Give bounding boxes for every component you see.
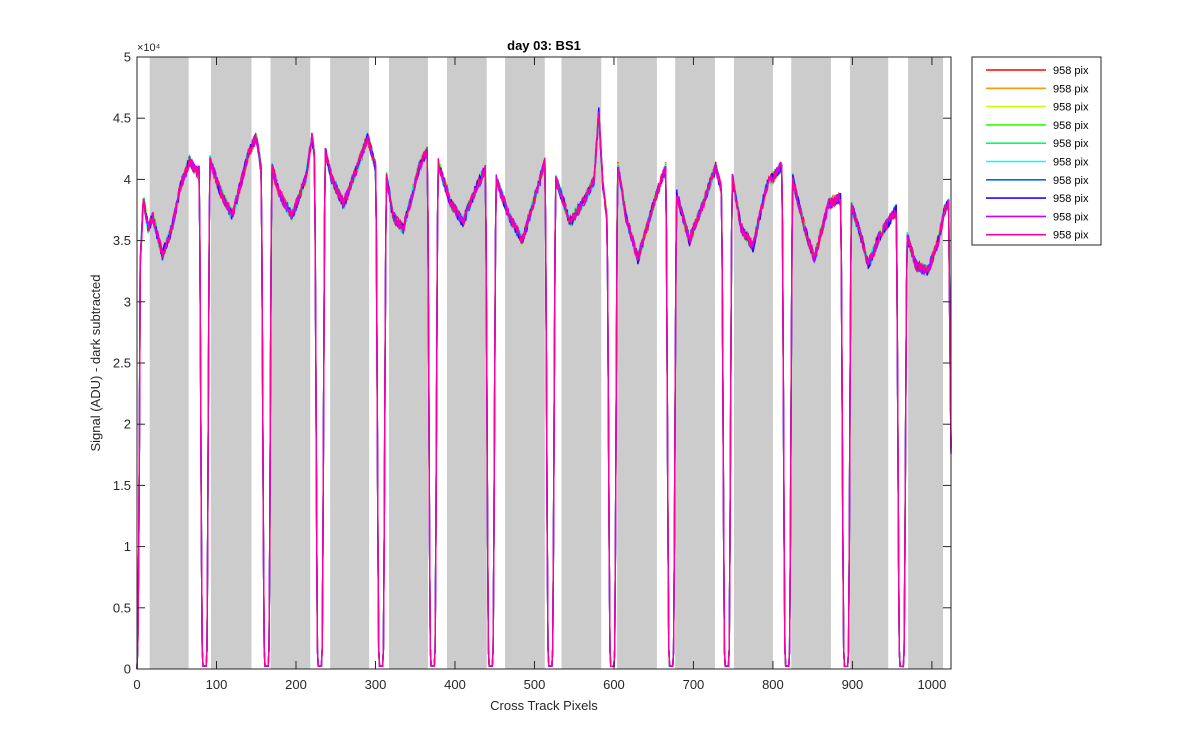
y-tick-label: 5: [124, 50, 131, 65]
legend-label: 958 pix: [1053, 211, 1089, 223]
x-tick-label: 500: [524, 677, 546, 692]
x-axis-label: Cross Track Pixels: [490, 698, 598, 713]
y-axis: 0 0.5 1 1.5 2 2.5 3 3.5 4 4.5 5: [113, 50, 951, 677]
legend-item: 958 pix: [986, 102, 1089, 114]
legend-item: 958 pix: [986, 65, 1089, 77]
x-tick-label: 700: [683, 677, 705, 692]
legend-item: 958 pix: [986, 230, 1089, 242]
legend-label: 958 pix: [1053, 230, 1089, 242]
shaded-band-11: [733, 57, 773, 669]
x-tick-label: 100: [206, 677, 228, 692]
shaded-band-9: [617, 57, 657, 669]
legend-label: 958 pix: [1053, 157, 1089, 169]
shaded-band-1: [149, 57, 189, 669]
x-tick-label: 800: [762, 677, 784, 692]
legend-item: 958 pix: [986, 138, 1089, 150]
shaded-band-6: [447, 57, 487, 669]
legend-label: 958 pix: [1053, 102, 1089, 114]
shaded-band-7: [505, 57, 545, 669]
x-tick-label: 300: [365, 677, 387, 692]
y-tick-label: 4.5: [113, 111, 131, 126]
y-tick-label: 3: [124, 294, 131, 309]
legend-label: 958 pix: [1053, 175, 1089, 187]
legend-item: 958 pix: [986, 193, 1089, 205]
x-tick-label: 200: [285, 677, 307, 692]
shaded-bands: [149, 57, 944, 669]
y-exponent-label: ×10⁴: [137, 42, 161, 54]
shaded-band-2: [210, 57, 252, 669]
x-tick-label: 0: [133, 677, 140, 692]
legend-label: 958 pix: [1053, 120, 1089, 132]
series-line-10: [136, 115, 952, 670]
y-axis-label: Signal (ADU) - dark subtracted: [88, 274, 103, 451]
shaded-band-13: [850, 57, 889, 669]
legend: 958 pix 958 pix 958 pix 958 pix 958 pix 958 p…: [971, 56, 1102, 246]
y-tick-label: 2: [124, 417, 131, 432]
legend-item: 958 pix: [986, 120, 1089, 132]
x-tick-label: 600: [603, 677, 625, 692]
shaded-band-10: [675, 57, 715, 669]
x-tick-label: 400: [444, 677, 466, 692]
legend-label: 958 pix: [1053, 65, 1089, 77]
shaded-band-4: [330, 57, 370, 669]
x-tick-label: 900: [842, 677, 864, 692]
legend-items: 958 pix 958 pix 958 pix 958 pix 958 pix 958 p…: [986, 65, 1089, 242]
shaded-band-12: [791, 57, 831, 669]
y-tick-label: 1: [124, 539, 131, 554]
shaded-band-8: [561, 57, 602, 669]
legend-label: 958 pix: [1053, 138, 1089, 150]
y-tick-label: 3.5: [113, 233, 131, 248]
x-tick-label: 1000: [917, 677, 946, 692]
legend-label: 958 pix: [1053, 83, 1089, 95]
legend-label: 958 pix: [1053, 193, 1089, 205]
x-axis: 0 100 200 300 400 500 600 700 800 900 1000: [133, 57, 946, 692]
y-tick-label: 2.5: [113, 356, 131, 371]
legend-item: 958 pix: [986, 211, 1089, 223]
y-tick-label: 0: [124, 662, 131, 677]
shaded-band-5: [388, 57, 428, 669]
y-tick-label: 1.5: [113, 478, 131, 493]
legend-item: 958 pix: [986, 175, 1089, 187]
shaded-band-3: [270, 57, 311, 669]
y-tick-label: 4: [124, 172, 131, 187]
legend-item: 958 pix: [986, 157, 1089, 169]
legend-item: 958 pix: [986, 83, 1089, 95]
y-tick-label: 0.5: [113, 600, 131, 615]
series-lines: [136, 106, 952, 670]
chart-title: day 03: BS1: [507, 38, 581, 53]
shaded-band-14: [908, 57, 944, 669]
